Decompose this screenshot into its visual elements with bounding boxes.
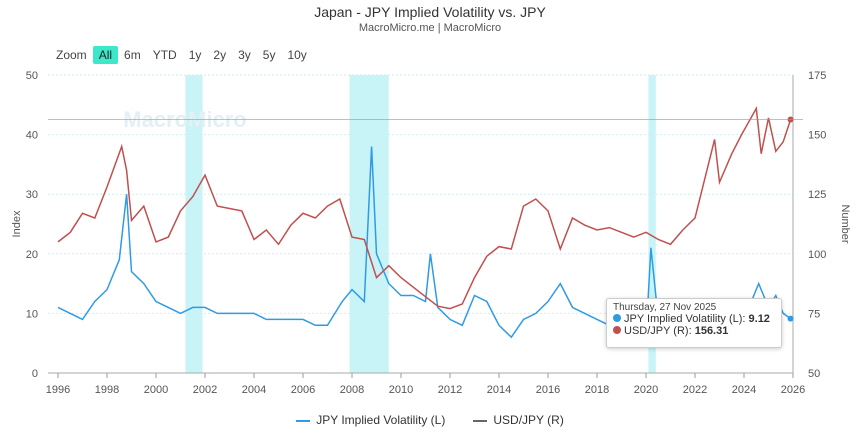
- x-tick: 2006: [291, 384, 315, 396]
- y-tick-left: 20: [26, 249, 38, 261]
- zoom-label: Zoom: [56, 48, 87, 62]
- y-label-right: Number: [839, 204, 851, 243]
- fx-dot-icon: [613, 326, 621, 334]
- tooltip-fx-value: 156.31: [694, 325, 729, 337]
- x-tick: 2008: [340, 384, 364, 396]
- range-all-button[interactable]: All: [92, 46, 119, 64]
- y-tick-left: 50: [26, 70, 38, 82]
- legend-label: USD/JPY (R): [493, 413, 564, 427]
- x-tick: 2004: [242, 384, 266, 396]
- shaded-period: [185, 75, 203, 373]
- tooltip-vol-value: 9.12: [748, 313, 770, 325]
- range-6m-button[interactable]: 6m: [124, 48, 141, 62]
- legend-label: JPY Implied Volatility (L): [316, 413, 446, 427]
- range-5y-button[interactable]: 5y: [262, 48, 276, 62]
- x-tick: 2022: [683, 384, 707, 396]
- x-tick: 2012: [438, 384, 462, 396]
- x-tick: 1998: [95, 384, 119, 396]
- x-tick: 2002: [193, 384, 217, 396]
- y-tick-left: 40: [26, 130, 38, 142]
- range-2y-button[interactable]: 2y: [213, 48, 227, 62]
- tooltip-date: Thursday, 27 Nov 2025: [613, 302, 717, 313]
- x-tick: 2000: [144, 384, 168, 396]
- y-label-left: Index: [11, 210, 23, 237]
- x-tick: 2024: [732, 384, 756, 396]
- legend: JPY Implied Volatility (L) USD/JPY (R): [0, 413, 860, 427]
- chart-title: Japan - JPY Implied Volatility vs. JPY: [314, 4, 546, 20]
- range-selector: Zoom All 6m YTD 1y 2y 3y 5y 10y: [50, 46, 313, 64]
- shaded-period: [648, 75, 656, 373]
- y-tick-right: 75: [808, 308, 820, 320]
- last-point-marker: [787, 315, 794, 322]
- x-tick: 2018: [585, 384, 609, 396]
- legend-item-vol[interactable]: JPY Implied Volatility (L): [296, 413, 445, 427]
- range-ytd-button[interactable]: YTD: [152, 48, 177, 62]
- x-tick: 2026: [781, 384, 805, 396]
- y-tick-left: 30: [26, 189, 38, 201]
- range-10y-button[interactable]: 10y: [287, 48, 307, 62]
- chart-subtitle: MacroMicro.me | MacroMicro: [358, 22, 502, 34]
- tooltip-vol-label: JPY Implied Volatility (L):: [624, 313, 749, 325]
- vol-dot-icon: [613, 314, 621, 322]
- range-3y-button[interactable]: 3y: [238, 48, 251, 62]
- x-tick: 2020: [634, 384, 658, 396]
- range-1y-button[interactable]: 1y: [188, 48, 202, 62]
- x-tick: 2014: [487, 384, 511, 396]
- shaded-period: [349, 75, 389, 373]
- tooltip: Thursday, 27 Nov 2025 JPY Implied Volati…: [606, 298, 782, 348]
- x-tick: 1996: [46, 384, 70, 396]
- y-tick-right: 150: [808, 130, 826, 142]
- x-tick: 2016: [536, 384, 560, 396]
- y-tick-left: 10: [26, 308, 38, 320]
- y-tick-right: 175: [808, 70, 826, 82]
- x-tick: 2010: [389, 384, 413, 396]
- y-tick-right: 125: [808, 189, 826, 201]
- tooltip-fx-label: USD/JPY (R):: [624, 325, 695, 337]
- y-tick-left: 0: [32, 368, 38, 380]
- legend-item-fx[interactable]: USD/JPY (R): [473, 413, 564, 427]
- y-tick-right: 50: [808, 368, 820, 380]
- usdjpy-line: [57, 105, 792, 310]
- y-tick-right: 100: [808, 249, 826, 261]
